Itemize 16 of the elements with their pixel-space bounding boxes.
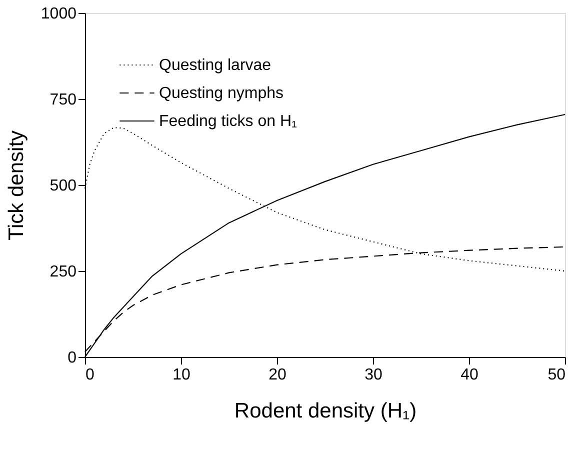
x-tick-label: 40 [460, 366, 478, 384]
x-tick-label: 20 [268, 366, 286, 384]
y-tick-label: 1000 [40, 6, 77, 22]
y-axis-title: Tick density [4, 130, 28, 241]
y-tick-label: 0 [68, 350, 77, 366]
y-tick-label: 750 [50, 92, 77, 108]
y-tick-label: 500 [50, 178, 77, 194]
legend-label: Questing larvae [159, 57, 272, 74]
x-tick-label: 0 [86, 366, 94, 384]
x-tick-label: 30 [364, 366, 382, 384]
x-tick-label: 50 [548, 366, 566, 384]
x-axis-title: Rodent density (H₁) [234, 400, 417, 422]
x-tick-label: 10 [172, 366, 190, 384]
y-tick-label: 250 [50, 264, 77, 280]
legend-label: Questing nymphs [159, 85, 284, 102]
legend-label: Feeding ticks on H₁ [159, 113, 297, 130]
